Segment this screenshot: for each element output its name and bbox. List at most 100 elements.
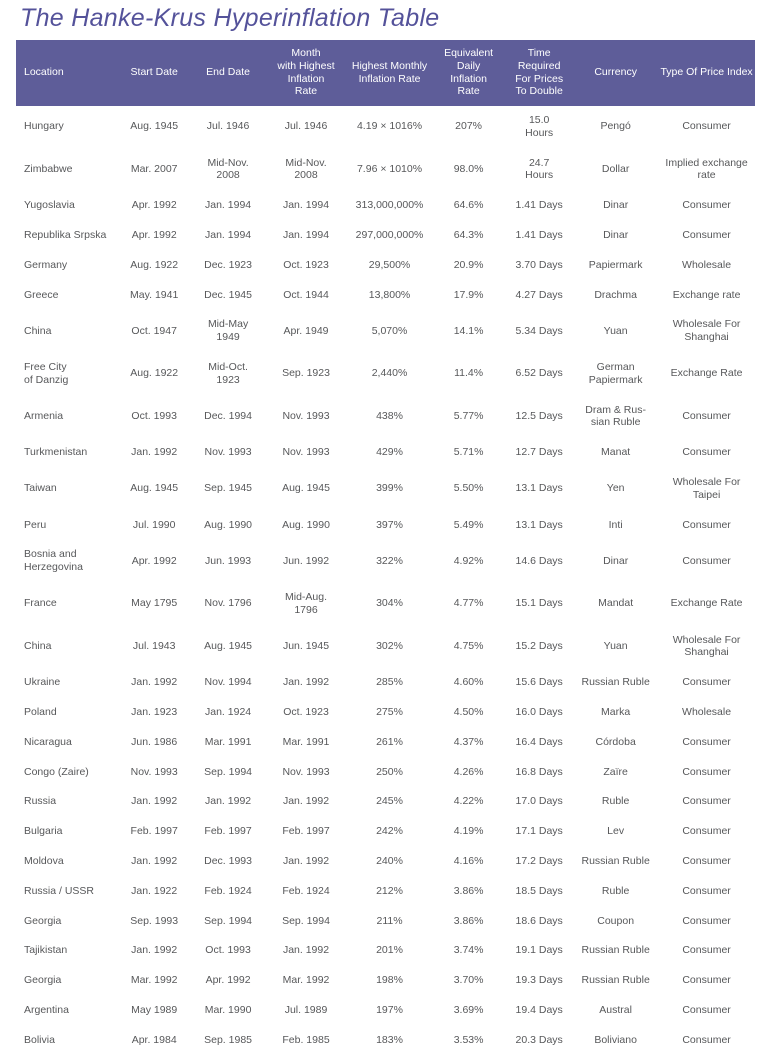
table-cell: 15.2 Days [515,639,563,652]
table-cell: Jan. 1992 [131,944,178,957]
table-cell: Jan. 1922 [131,884,178,897]
table-row: Georgia Sep. 1993 Sep. 1994 Sep. 1994 211% 3.… [16,906,755,936]
table-cell: 438% [376,409,403,422]
table-cell: Jan. 1994 [205,199,252,212]
header-equivalent-daily-inflation-rate: Equivalent Daily Inflation Rate [432,39,506,106]
table-cell: Boliviano [594,1033,637,1046]
table-cell: 5.50% [453,482,484,495]
table-cell: 4.19% [453,825,484,838]
table-cell: Mid-Nov. 2008 [285,156,327,182]
table-cell: 13.1 Days [515,482,563,495]
table-row: Germany Aug. 1922 Dec. 1923 Oct. 1923 29,500… [16,250,755,280]
table-cell: Wholesale For Taipei [672,475,741,501]
table-cell: Oct. 1944 [283,288,329,301]
table-cell: 20.9% [453,258,484,271]
table-cell: 13,800% [368,288,411,301]
table-cell: 5.77% [453,409,484,422]
table-cell: Jul. 1946 [206,120,250,133]
table-cell: 6.52 Days [515,367,563,380]
table-cell: 5.49% [453,518,484,531]
table-cell: 399% [376,482,403,495]
table-cell: 7.96 × 1010% [356,162,423,175]
table-cell: 3.70% [453,974,484,987]
table-cell: Aug. 1922 [130,367,179,380]
cell-location: Congo (Zaire) [24,765,89,778]
table-cell: 16.0 Days [515,705,563,718]
table-cell: Jan. 1992 [282,676,330,689]
table-cell: Oct. 1923 [283,705,329,718]
table-cell: 3.69% [453,1003,484,1016]
table-cell: Jan. 1992 [131,854,178,867]
table-cell: Jan. 1924 [205,705,252,718]
table-cell: Consumer [682,884,731,897]
table-cell: German Papiermark [588,360,643,386]
table-cell: Dinar [603,554,629,567]
table-row: Bolivia Apr. 1984 Sep. 1985 Feb. 1985 183% 3.… [16,1025,755,1055]
table-cell: 3.86% [453,884,484,897]
table-cell: Papiermark [588,258,643,271]
cell-location: Zimbabwe [24,162,73,175]
table-cell: Oct. 1993 [131,409,177,422]
table-cell: Russian Ruble [581,676,650,689]
cell-location: Republika Srpska [24,228,107,241]
table-cell: Apr. 1984 [131,1033,177,1046]
table-row: Armenia Oct. 1993 Dec. 1994 Nov. 1993 438% 5.… [16,395,755,438]
table-row: China Oct. 1947 Mid-May 1949 Apr. 1949 5,070… [16,310,755,353]
table-cell: Nov. 1993 [282,409,330,422]
table-cell: Jul. 1943 [132,639,176,652]
cell-location: Free City of Danzig [24,360,69,386]
table-cell: Wholesale [682,258,732,271]
table-cell: Consumer [682,765,731,778]
table-cell: 24.7 Hours [525,156,554,182]
table-cell: 5.71% [453,446,484,459]
table-cell: Russian Ruble [581,974,650,987]
table-cell: 285% [376,676,403,689]
cell-location: Turkmenistan [24,446,88,459]
table-cell: 64.3% [453,228,484,241]
table-cell: May 1795 [131,597,178,610]
table-cell: 4.77% [453,597,484,610]
table-row: Russia Jan. 1992 Jan. 1992 Jan. 1992 245% 4.2… [16,787,755,817]
table-cell: 261% [376,735,403,748]
table-cell: Consumer [682,446,731,459]
table-cell: Apr. 1949 [283,324,329,337]
table-row: France May 1795 Nov. 1796 Mid-Aug. 1796 304%… [16,582,755,625]
table-cell: Drachma [594,288,637,301]
table-header: Location Start Date End Date Month with … [16,39,755,106]
table-cell: Pengó [600,120,631,133]
table-cell: Apr. 1992 [131,228,177,241]
table-body: Hungary Aug. 1945 Jul. 1946 Jul. 1946 4.19 ×… [16,106,755,1055]
table-cell: Apr. 1992 [131,554,177,567]
table-cell: Aug. 1922 [130,258,179,271]
table-cell: 17.2 Days [515,854,563,867]
table-cell: Aug. 1990 [282,518,330,531]
table-cell: 16.4 Days [515,735,563,748]
table-cell: 98.0% [453,162,484,175]
table-cell: 397% [376,518,403,531]
header-end-date: End Date [191,39,266,106]
table-cell: 4.26% [453,765,484,778]
page-title: The Hanke-Krus Hyperinflation Table [20,4,440,32]
table-cell: Mid-May 1949 [207,318,249,344]
table-cell: 19.4 Days [515,1003,563,1016]
table-row: China Jul. 1943 Aug. 1945 Jun. 1945 302% 4.75… [16,625,755,668]
table-cell: Jan. 1992 [131,795,178,808]
table-row: Poland Jan. 1923 Jan. 1924 Oct. 1923 275% 4.5… [16,697,755,727]
table-cell: Sep. 1993 [130,914,179,927]
table-cell: 245% [376,795,403,808]
table-row: Republika Srpska Apr. 1992 Jan. 1994 Jan. 1… [16,220,755,250]
table-cell: Austral [599,1003,632,1016]
table-row: Yugoslavia Apr. 1992 Jan. 1994 Jan. 1994 313… [16,191,755,221]
table-row: Bulgaria Feb. 1997 Feb. 1997 Feb. 1997 242% 4… [16,817,755,847]
table-cell: Sep. 1994 [204,765,253,778]
table-cell: Feb. 1924 [204,884,252,897]
table-row: Congo (Zaire) Nov. 1993 Sep. 1994 Nov. 1993… [16,757,755,787]
table-cell: Yuan [603,639,628,652]
table-cell: Consumer [682,199,731,212]
table-cell: Dec. 1945 [204,288,252,301]
header-row: Location Start Date End Date Month with … [16,39,755,106]
table-cell: Consumer [682,409,731,422]
table-cell: Coupon [597,914,635,927]
table-cell: 4.50% [453,705,484,718]
table-cell: Consumer [682,854,731,867]
